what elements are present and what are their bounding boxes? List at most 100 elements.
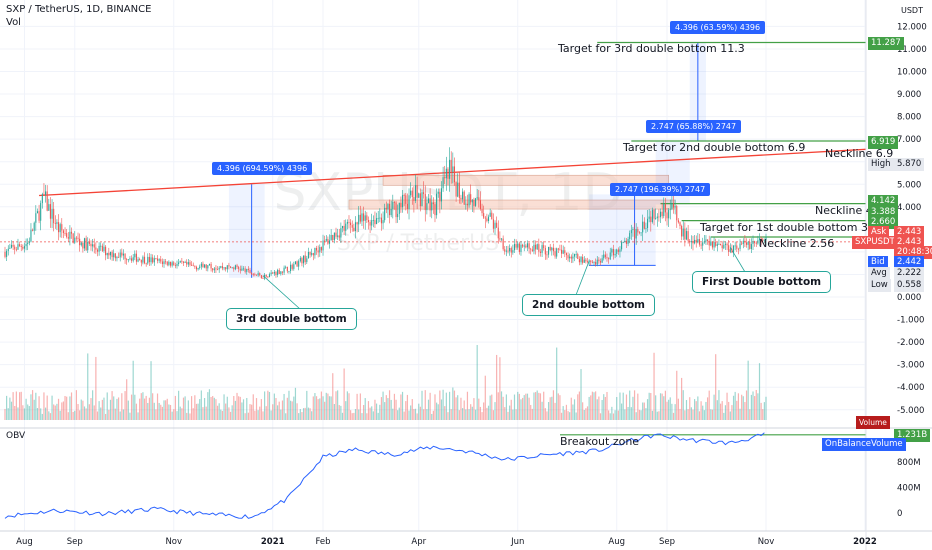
volume-bar (187, 400, 189, 420)
candle (656, 216, 658, 219)
volume-bar (583, 409, 585, 420)
candle (552, 247, 554, 252)
volume-bar (416, 413, 418, 420)
volume-bar (153, 402, 155, 420)
volume-bar (241, 402, 243, 420)
price-tick-label: 7.000 (897, 135, 921, 145)
volume-bar (400, 394, 402, 420)
volume-bar (448, 391, 451, 420)
volume-bar (473, 398, 475, 420)
volume-bar (74, 410, 76, 420)
candle (168, 261, 170, 265)
candle (575, 254, 577, 255)
volume-bar (588, 396, 590, 420)
volume-bar (299, 409, 301, 420)
candle (599, 261, 602, 263)
volume-bar (129, 412, 131, 420)
candle (546, 254, 548, 256)
callout-first-double-bottom[interactable]: First Double bottom (692, 271, 832, 293)
candle (353, 227, 355, 232)
volume-bar (705, 401, 707, 420)
volume-bar (437, 404, 439, 420)
volume-bar (567, 411, 569, 420)
volume-bar (711, 409, 714, 420)
volume-bar (88, 404, 90, 420)
volume-bar (421, 390, 423, 420)
volume-bar (257, 410, 259, 420)
candle (586, 261, 589, 263)
volume-bar (61, 402, 63, 420)
candle (205, 264, 207, 269)
candle (54, 223, 56, 224)
candle (20, 246, 22, 247)
candle (734, 245, 736, 247)
volume-bar (57, 398, 60, 420)
candle (229, 266, 232, 268)
badge-2660: 2.660 (868, 216, 899, 229)
candle (346, 222, 348, 224)
candle (165, 261, 167, 263)
candle (25, 244, 27, 247)
volume-bar (656, 411, 658, 420)
candle (757, 240, 759, 244)
candle (687, 231, 689, 241)
candle (659, 211, 662, 218)
volume-bar (666, 401, 668, 420)
volume-bar (332, 373, 334, 420)
candle (710, 241, 712, 246)
volume-bar (710, 409, 712, 420)
candle (247, 268, 249, 270)
candle (676, 206, 678, 221)
candle (522, 244, 524, 247)
candle (17, 244, 19, 250)
candle (713, 242, 715, 248)
candle (481, 209, 483, 214)
candle (476, 197, 478, 199)
volume-bar (669, 397, 671, 420)
candle (306, 258, 308, 263)
candle (674, 206, 676, 208)
volume-bar (161, 406, 163, 420)
candle (217, 269, 219, 271)
volume-bar (231, 405, 233, 420)
callout-3rd-double-bottom[interactable]: 3rd double bottom (226, 308, 357, 330)
volume-bar (575, 412, 577, 420)
candle (333, 232, 335, 241)
volume-bar (750, 394, 752, 420)
candle (632, 228, 634, 231)
volume-bar (637, 393, 639, 420)
volume-bar (364, 398, 366, 420)
volume-bar (302, 408, 305, 420)
volume-bar (374, 399, 376, 420)
candle (66, 233, 68, 237)
candle (145, 263, 147, 265)
volume-bar (239, 396, 241, 420)
volume-bar (213, 397, 215, 420)
volume-bar (46, 395, 48, 420)
candle (387, 203, 389, 210)
volume-bar (486, 407, 488, 420)
candle (723, 244, 725, 249)
candle (64, 233, 66, 234)
candle (189, 262, 191, 265)
candle (45, 191, 47, 195)
volume-bar (169, 404, 172, 420)
volume-bar (135, 403, 138, 420)
candle (755, 242, 757, 244)
volume-bar (267, 390, 269, 420)
volume-bar (28, 406, 30, 420)
volume-bar (67, 412, 69, 420)
volume-bar (307, 407, 310, 420)
callout-2nd-double-bottom[interactable]: 2nd double bottom (522, 294, 655, 316)
candle (504, 249, 506, 252)
volume-bar (288, 390, 290, 420)
candle (311, 253, 313, 255)
volume-bar (744, 402, 746, 420)
trend-line (39, 148, 867, 197)
volume-bar (223, 394, 225, 420)
volume-bar (752, 391, 754, 420)
volume-bar (264, 391, 266, 420)
volume-bar (401, 391, 404, 420)
volume-bar (593, 392, 595, 420)
volume-bar (200, 390, 202, 420)
